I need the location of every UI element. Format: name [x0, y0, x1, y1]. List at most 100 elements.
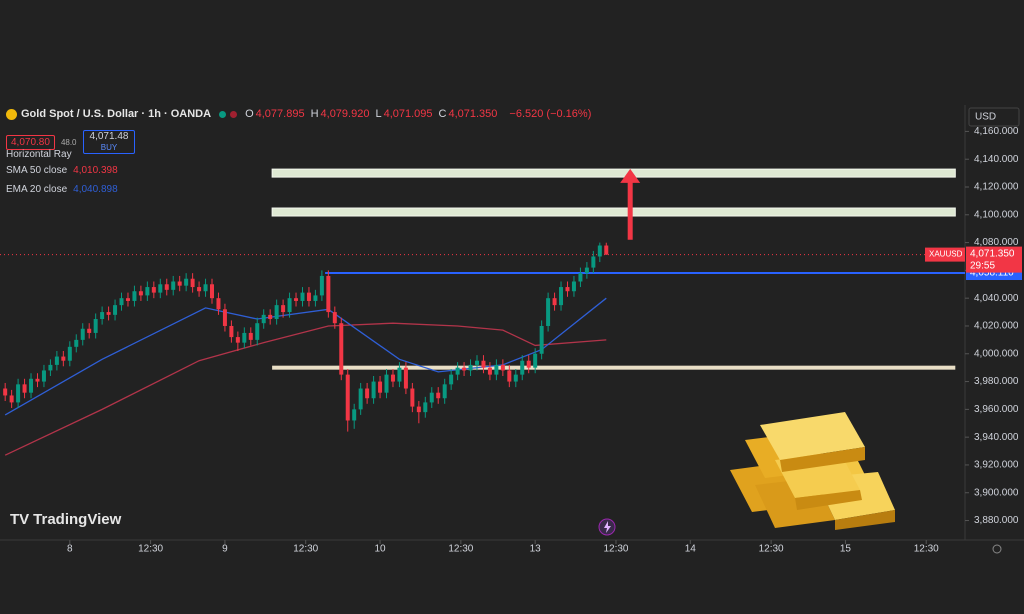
candle-body	[371, 381, 376, 399]
candle-body	[190, 278, 195, 288]
indicator-value: 4,040.898	[73, 184, 118, 195]
candle-body	[416, 406, 421, 413]
currency-box[interactable]	[968, 107, 1020, 127]
symbol-header: Gold Spot / U.S. Dollar · 1h · OANDA O 4,…	[6, 108, 591, 120]
candle-body	[222, 309, 227, 326]
candle-body	[313, 295, 318, 301]
candle-body	[397, 367, 402, 382]
candle-body	[539, 325, 544, 354]
candle-body	[294, 298, 299, 301]
candle-body	[87, 328, 92, 333]
x-tick-label: 8	[67, 544, 73, 555]
ohlc-value: 4,077.895	[255, 108, 305, 120]
brand-name: TradingView	[33, 511, 122, 528]
candle-body	[93, 319, 98, 333]
event-icon-bolt	[604, 521, 611, 533]
candle-body	[132, 291, 137, 301]
candle-body	[125, 298, 130, 301]
candle-body	[332, 312, 337, 324]
ohlc-value: 4,079.920	[320, 108, 370, 120]
x-tick-label: 12:30	[293, 544, 318, 555]
y-tick-label: 4,160.000	[974, 126, 1019, 137]
buy-price: 4,071.48	[89, 131, 129, 142]
candle-body	[449, 374, 454, 385]
support-level	[272, 365, 956, 370]
status-dot	[230, 110, 238, 118]
symbol-title: Gold Spot / U.S. Dollar · 1h · OANDA	[21, 108, 212, 120]
candle-body	[54, 356, 59, 365]
y-tick-label: 4,120.000	[974, 182, 1019, 193]
x-tick-label: 14	[685, 544, 697, 555]
candle-body	[151, 287, 156, 293]
sell-button[interactable]: 4,070.80	[6, 134, 55, 150]
countdown: 29:55	[970, 260, 995, 271]
indicator-name: Horizontal Ray	[6, 149, 72, 160]
indicator-name: SMA 50 close	[6, 165, 68, 176]
candle-body	[242, 332, 247, 343]
settings-icon[interactable]	[992, 544, 1002, 554]
last-price-tag	[966, 246, 1022, 273]
candle-body	[22, 384, 27, 393]
candle-body	[604, 245, 609, 255]
candle-body	[281, 305, 286, 313]
candle-body	[274, 305, 279, 320]
candle-body	[35, 378, 40, 382]
y-tick-label: 4,140.000	[974, 154, 1019, 165]
candle-body	[164, 284, 169, 290]
trade-buttons: 4,070.80 48.0 4,071.48 BUY	[6, 130, 136, 154]
y-tick-label: 3,920.000	[974, 460, 1019, 471]
candle-body	[513, 374, 518, 382]
indicator[interactable]: SMA 50 close 4,010.398	[6, 165, 118, 176]
candle-body	[100, 312, 105, 320]
candle-body	[119, 298, 124, 306]
ohlc-value: 4,071.095	[383, 108, 433, 120]
candle-body	[403, 367, 408, 389]
y-tick-label: 3,880.000	[974, 515, 1019, 526]
candle-body	[390, 374, 395, 382]
candle-body	[319, 275, 324, 296]
symbol-tag-box	[925, 247, 965, 262]
candle-body	[565, 287, 570, 292]
buy-label: BUY	[100, 143, 118, 152]
candle-body	[500, 364, 505, 371]
x-tick-label: 12:30	[759, 544, 784, 555]
candle-body	[158, 284, 163, 293]
candle-body	[365, 388, 370, 399]
ohlc: O 4,077.895 H 4,079.920 L 4,071.095 C 4,071.350	[245, 108, 501, 120]
candle-body	[80, 328, 85, 340]
ray-price-label: 4,058.110	[970, 268, 1014, 279]
zone-level	[271, 168, 956, 178]
ohlc-key: C	[438, 108, 447, 120]
brand-logo: TV	[10, 511, 30, 528]
buy-button[interactable]: 4,071.48 BUY	[82, 130, 136, 154]
candle-body	[106, 312, 111, 315]
candle-body	[597, 245, 602, 257]
candle-body	[507, 370, 512, 382]
indicator-name: EMA 20 close	[6, 184, 68, 195]
candle-body	[339, 323, 344, 375]
candle-body	[345, 374, 350, 421]
candle-body	[48, 364, 53, 371]
currency: USD	[975, 112, 996, 123]
zone-level	[271, 207, 956, 217]
ohlc-value: 4,071.350	[448, 108, 498, 120]
brand: TV TradingView	[10, 511, 121, 528]
indicator[interactable]: Horizontal Ray	[6, 149, 72, 160]
candle-body	[481, 360, 486, 368]
candle-body	[197, 287, 202, 292]
candle-body	[578, 273, 583, 282]
candle-body	[113, 305, 118, 315]
candle-body	[584, 267, 589, 274]
candle-body	[248, 332, 253, 340]
x-tick-label: 9	[222, 544, 228, 555]
ohlc-key: H	[310, 108, 319, 120]
x-tick-label: 13	[530, 544, 542, 555]
candle-body	[384, 374, 389, 393]
candle-body	[378, 381, 383, 393]
indicator[interactable]: EMA 20 close 4,040.898	[6, 184, 118, 195]
candle-body	[67, 346, 72, 361]
ohlc-key: L	[375, 108, 382, 120]
candle-body	[287, 298, 292, 313]
y-tick-label: 4,100.000	[974, 209, 1019, 220]
candle-body	[546, 298, 551, 326]
